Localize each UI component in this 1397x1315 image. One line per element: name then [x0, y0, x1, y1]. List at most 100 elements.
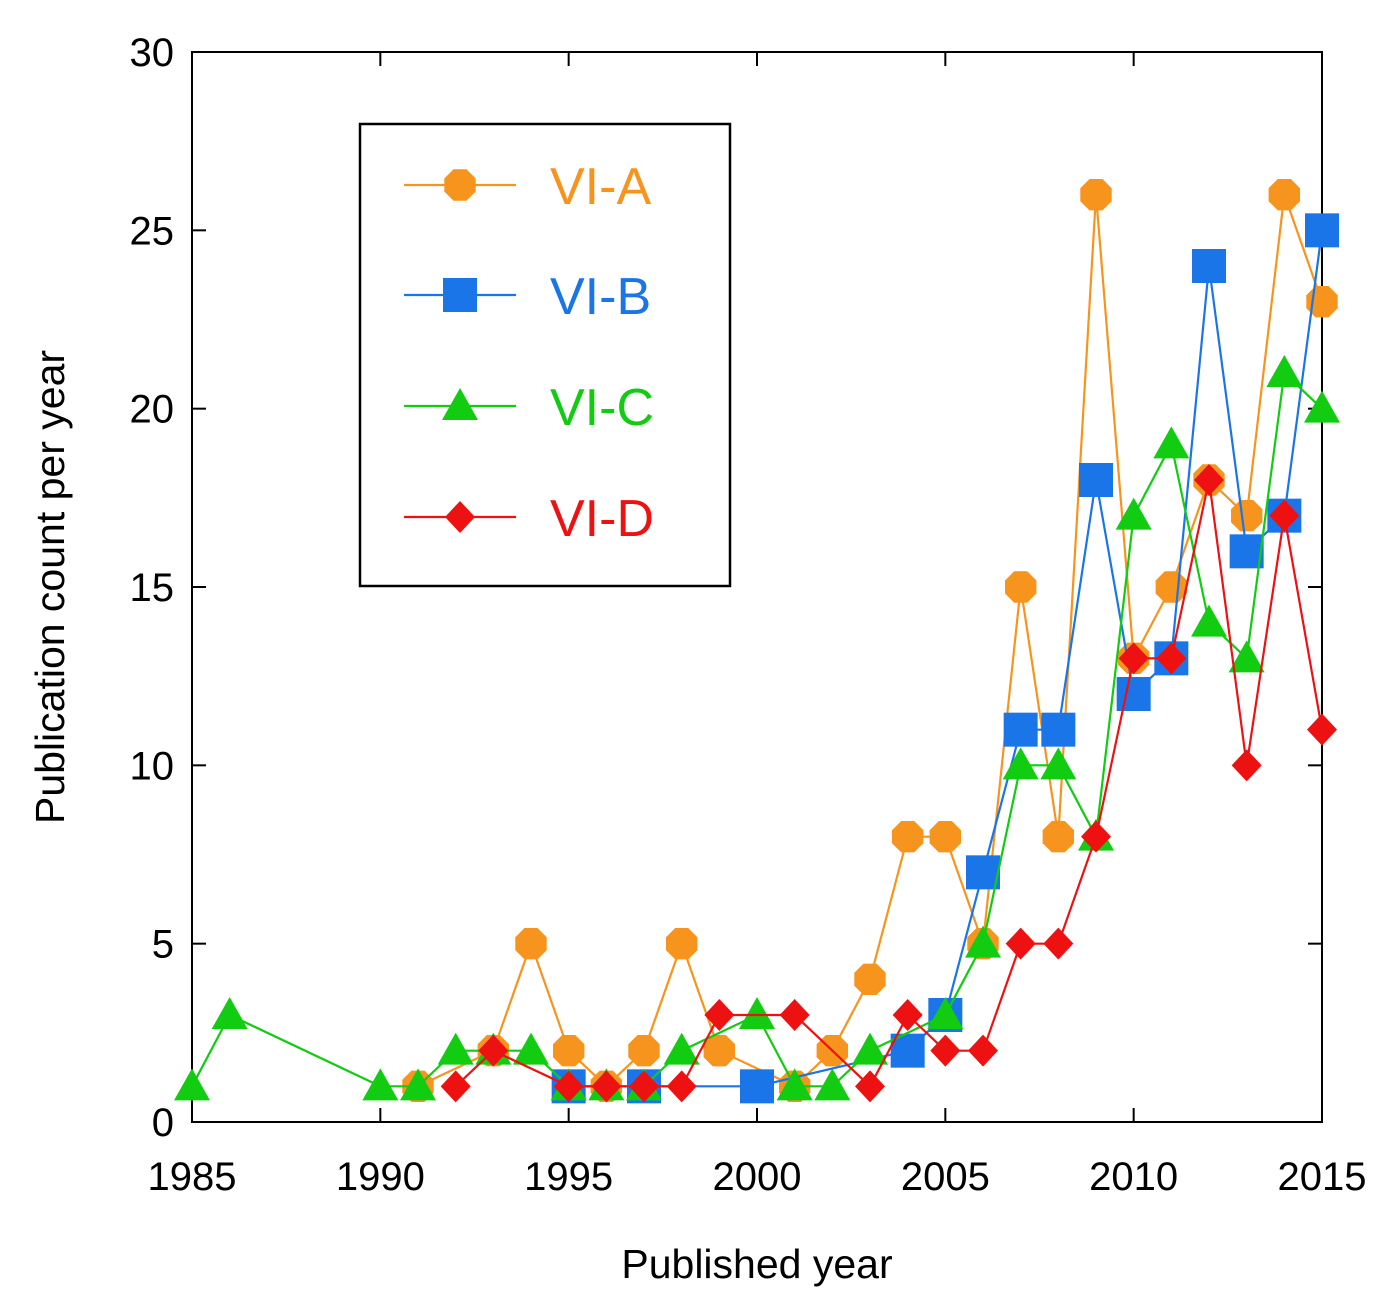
- data-point-vi-a: [1231, 500, 1263, 532]
- data-point-vi-c: [1002, 747, 1039, 780]
- data-point-vi-c: [814, 1068, 851, 1101]
- data-point-vi-d: [666, 1070, 697, 1103]
- data-point-vi-b: [1041, 712, 1076, 747]
- data-point-vi-d: [1043, 927, 1074, 960]
- data-point-vi-d: [440, 1070, 471, 1103]
- data-point-vi-a: [1005, 571, 1037, 603]
- data-point-vi-c: [663, 1032, 700, 1065]
- data-point-vi-d: [629, 1070, 659, 1103]
- x-tick-label: 2015: [1278, 1155, 1367, 1199]
- data-point-vi-c: [1040, 747, 1077, 780]
- y-tick-label: 0: [152, 1101, 174, 1145]
- data-point-vi-c: [513, 1032, 549, 1065]
- data-point-vi-c: [1266, 355, 1303, 387]
- legend-marker-vi-b: [443, 278, 477, 312]
- data-point-vi-c: [1153, 426, 1190, 459]
- data-point-vi-a: [892, 821, 924, 853]
- data-point-vi-a: [1042, 821, 1074, 853]
- data-point-vi-b: [1079, 463, 1113, 497]
- data-point-vi-c: [1228, 640, 1265, 673]
- data-point-vi-d: [1231, 749, 1262, 782]
- y-tick-label: 15: [130, 566, 175, 610]
- y-tick-label: 30: [130, 31, 175, 75]
- data-point-vi-a: [666, 928, 698, 960]
- data-point-vi-c: [1304, 390, 1340, 423]
- legend-item-vi-b: VI-B: [404, 268, 651, 326]
- y-tick-label: 10: [130, 744, 175, 788]
- data-point-vi-b: [1229, 534, 1264, 569]
- data-point-vi-b: [966, 855, 1000, 890]
- x-tick-label: 1990: [336, 1155, 425, 1199]
- legend-label-vi-d: VI-D: [550, 490, 654, 548]
- x-axis-title: Published year: [621, 1241, 892, 1287]
- data-point-vi-c: [852, 1032, 888, 1065]
- data-point-vi-d: [553, 1070, 584, 1103]
- axis-ticks: 1985 1990 1995 2000 2005 2010 2015 0 5 10 15 20 25 30: [130, 31, 1367, 1199]
- data-point-vi-d: [1118, 642, 1149, 675]
- data-point-vi-b: [740, 1069, 774, 1104]
- data-point-vi-d: [1081, 820, 1111, 853]
- data-point-vi-d: [1307, 713, 1337, 746]
- legend: VI-A VI-B VI-C VI-D: [358, 122, 732, 588]
- data-point-vi-c: [1115, 497, 1152, 530]
- data-point-vi-d: [704, 999, 735, 1031]
- series-vi-c: [174, 355, 1340, 1101]
- data-point-vi-c: [437, 1032, 474, 1065]
- x-tick-label: 2010: [1089, 1155, 1178, 1199]
- x-tick-label: 1995: [524, 1155, 613, 1199]
- data-point-vi-d: [968, 1034, 998, 1067]
- y-tick-label: 25: [130, 209, 175, 253]
- data-point-vi-c: [211, 997, 248, 1029]
- data-point-vi-c: [965, 925, 1001, 958]
- data-point-vi-a: [515, 928, 547, 960]
- data-point-vi-c: [1191, 604, 1227, 637]
- y-tick-label: 20: [130, 388, 175, 432]
- data-point-vi-d: [855, 1070, 885, 1103]
- data-point-vi-d: [930, 1034, 961, 1067]
- legend-label-vi-c: VI-C: [550, 379, 654, 437]
- data-point-vi-a: [854, 963, 886, 995]
- data-point-vi-a: [1268, 179, 1300, 211]
- data-point-vi-b: [1116, 677, 1151, 711]
- data-point-vi-d: [478, 1034, 509, 1067]
- series-vi-d: [440, 464, 1337, 1103]
- legend-label-vi-b: VI-B: [550, 268, 651, 326]
- x-tick-label: 1985: [148, 1155, 237, 1199]
- legend-label-vi-a: VI-A: [550, 158, 651, 216]
- legend-box: [358, 122, 732, 588]
- data-point-vi-c: [776, 1068, 813, 1101]
- data-point-vi-d: [1269, 499, 1300, 532]
- data-point-vi-d: [1194, 464, 1224, 496]
- y-axis-title: Publication count per year: [27, 350, 73, 824]
- data-point-vi-b: [1003, 712, 1038, 747]
- data-point-vi-a: [1080, 179, 1112, 211]
- x-tick-label: 2000: [713, 1155, 802, 1199]
- x-tick-label: 2005: [901, 1155, 990, 1199]
- data-point-vi-d: [892, 999, 923, 1031]
- data-point-vi-a: [628, 1035, 660, 1067]
- legend-item-vi-d: VI-D: [404, 490, 654, 548]
- data-point-vi-c: [927, 997, 964, 1029]
- y-tick-label: 5: [152, 923, 174, 967]
- data-point-vi-a: [553, 1035, 585, 1067]
- legend-marker-vi-c: [442, 388, 478, 420]
- data-point-vi-c: [362, 1068, 399, 1101]
- data-point-vi-b: [1305, 213, 1339, 248]
- data-series: [174, 179, 1340, 1104]
- legend-item-vi-a: VI-A: [404, 158, 651, 216]
- data-point-vi-a: [703, 1035, 735, 1067]
- data-point-vi-a: [1155, 571, 1187, 603]
- data-point-vi-d: [779, 999, 810, 1031]
- data-point-vi-c: [739, 997, 775, 1029]
- data-point-vi-a: [929, 821, 961, 853]
- legend-marker-vi-a: [444, 169, 476, 201]
- data-point-vi-b: [1192, 249, 1226, 283]
- data-point-vi-c: [400, 1068, 436, 1101]
- legend-marker-vi-d: [445, 501, 475, 533]
- legend-item-vi-c: VI-C: [404, 379, 654, 437]
- data-point-vi-d: [1005, 927, 1036, 960]
- data-point-vi-d: [1156, 642, 1187, 675]
- data-point-vi-c: [174, 1068, 210, 1101]
